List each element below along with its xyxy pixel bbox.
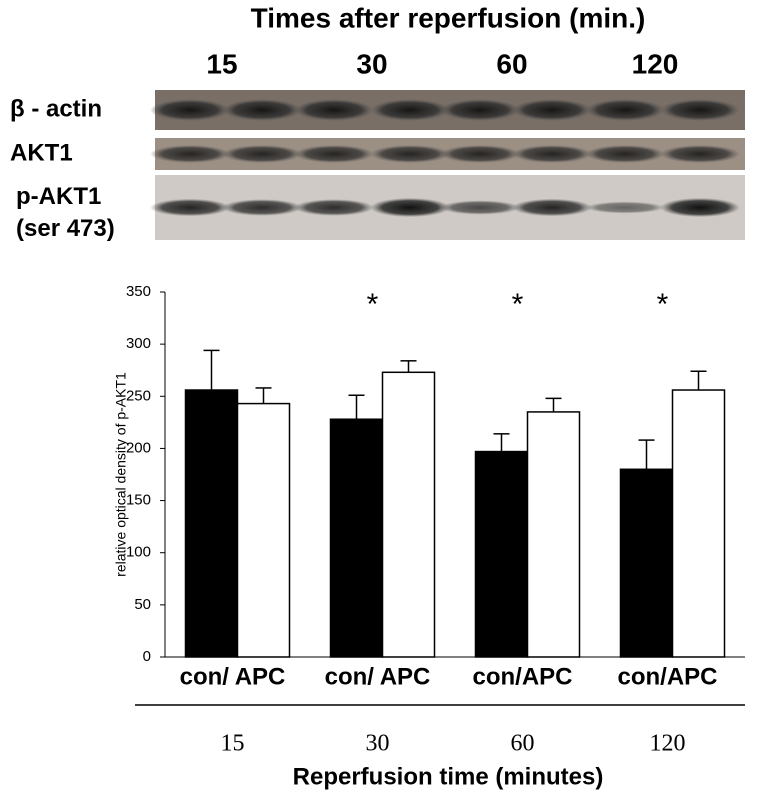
blot-band: [585, 145, 665, 163]
x-tick-label: con/APC: [617, 663, 717, 690]
bar: [474, 450, 529, 658]
blot-band: [370, 145, 450, 163]
y-tick-label: 350: [126, 283, 151, 300]
blot-band: [150, 99, 230, 121]
x-tick-label: con/APC: [472, 663, 572, 690]
x-tick-label: con/ APC: [325, 663, 431, 690]
blot-band: [512, 99, 592, 121]
blot-band: [660, 99, 740, 121]
blot-time: 60: [496, 48, 527, 79]
bar: [671, 389, 726, 658]
x-tick-label: con/ APC: [180, 663, 286, 690]
significance: *: [657, 288, 669, 321]
y-tick-label: 50: [134, 596, 151, 613]
time-label: 30: [366, 731, 390, 757]
blot-row-label: β - actin: [10, 95, 102, 122]
blot-band: [294, 199, 374, 216]
y-tick-label: 200: [126, 439, 151, 456]
y-tick-label: 250: [126, 387, 151, 404]
significance: *: [512, 288, 524, 321]
bar: [381, 371, 436, 658]
bar: [184, 389, 239, 658]
time-label: 15: [221, 731, 245, 757]
blot-band: [370, 197, 450, 218]
y-axis-label: relative optical density of p-AKT1: [113, 372, 129, 577]
y-tick-label: 0: [143, 648, 151, 665]
significance: *: [367, 288, 379, 321]
time-label: 120: [650, 731, 686, 757]
blot-band: [660, 197, 740, 218]
blot-band: [585, 99, 665, 121]
blot-band: [150, 145, 230, 163]
blot-band: [294, 99, 374, 121]
blot-band: [440, 145, 520, 163]
blot-band: [512, 145, 592, 163]
blot-band: [512, 198, 592, 217]
blot-band: [660, 145, 740, 163]
time-label: 60: [511, 731, 535, 757]
blot-band: [440, 99, 520, 121]
y-tick-label: 300: [126, 335, 151, 352]
blot-band: [294, 145, 374, 163]
x-axis-label: Reperfusion time (minutes): [293, 763, 604, 790]
blot-band: [222, 199, 302, 216]
blot-band: [370, 99, 450, 121]
blot-title: Times after reperfusion (min.): [251, 2, 646, 33]
bar: [619, 468, 674, 658]
bar: [236, 402, 291, 658]
blot-band: [150, 198, 230, 217]
y-tick-label: 150: [126, 492, 151, 509]
blot-row-label: (ser 473): [16, 215, 115, 242]
blot-row-label: p-AKT1: [16, 183, 101, 210]
y-tick-label: 100: [126, 544, 151, 561]
blot-time: 15: [206, 48, 237, 79]
blot-row-label: AKT1: [10, 139, 73, 166]
blot-band: [440, 200, 520, 215]
blot-time: 120: [632, 48, 679, 79]
blot-band: [222, 145, 302, 163]
blot-band: [222, 99, 302, 121]
blot-time: 30: [356, 48, 387, 79]
blot-band: [585, 201, 665, 214]
bar: [526, 411, 581, 658]
bar: [329, 418, 384, 658]
